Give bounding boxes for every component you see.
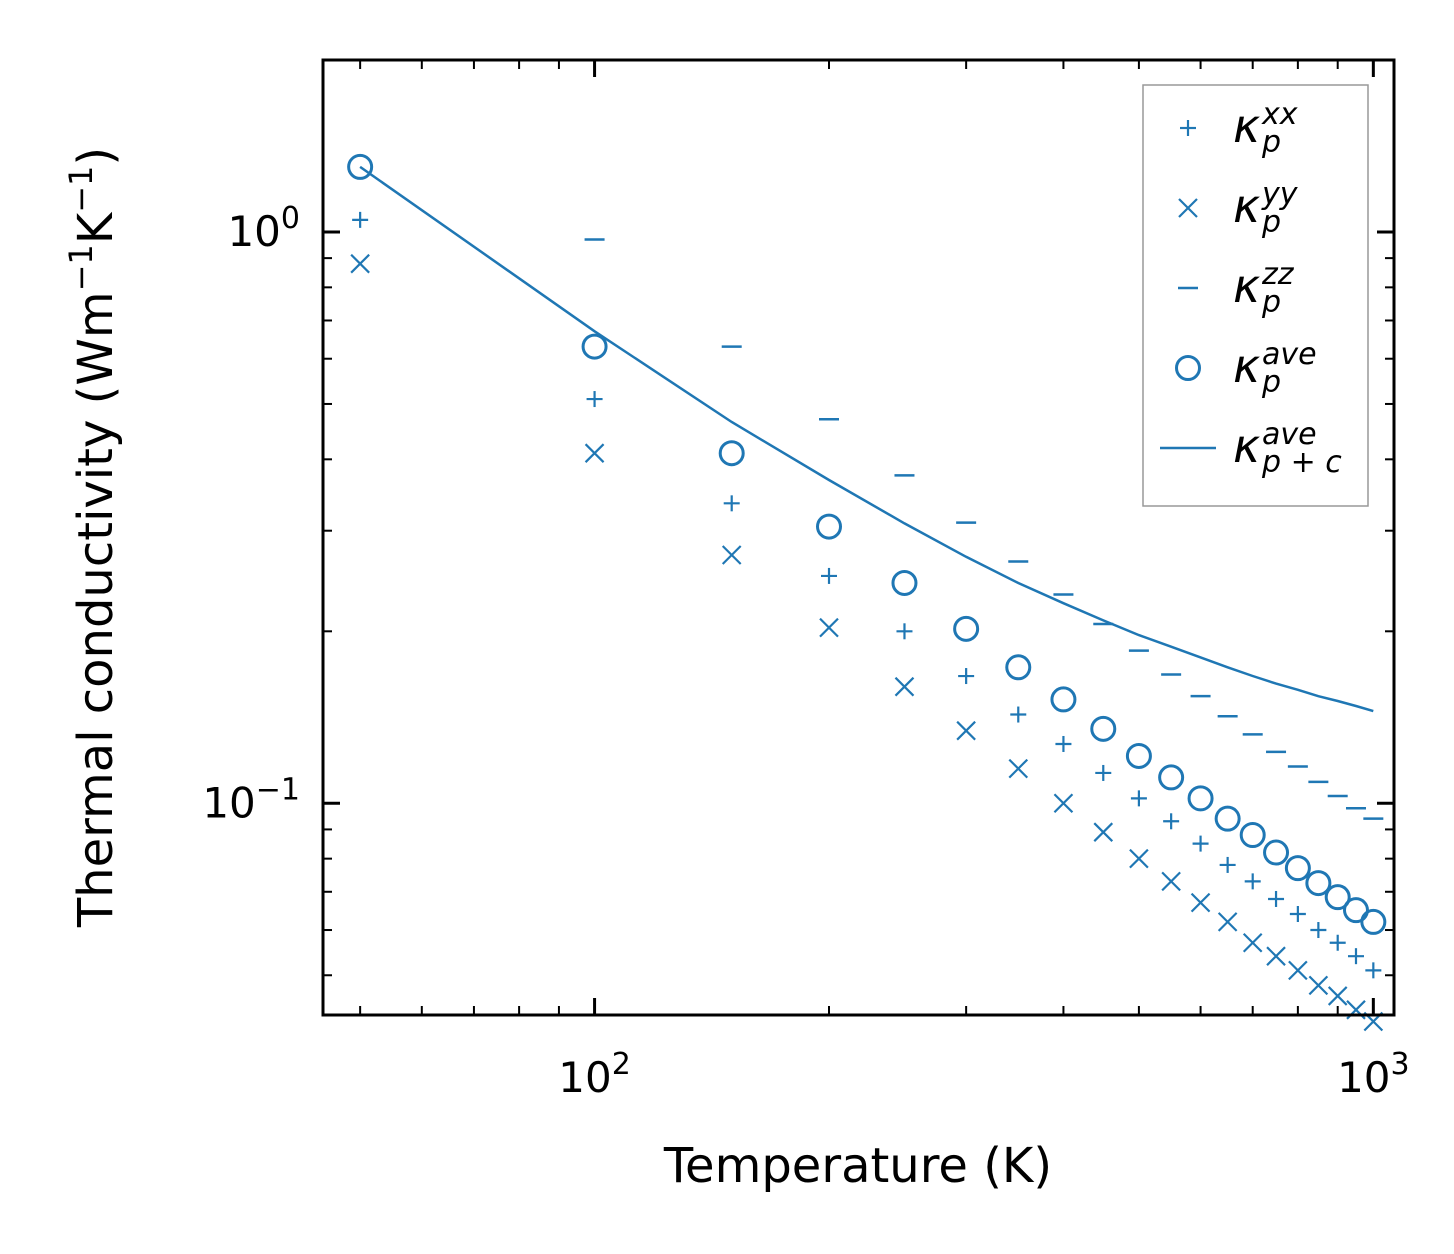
legend-label: κave p + c (1233, 417, 1342, 480)
data-point (723, 495, 740, 512)
tick-labels: 102 103 100 10−1 (202, 201, 1409, 1102)
data-point (1244, 873, 1261, 890)
data-point (586, 391, 603, 408)
legend-marker-x (1178, 198, 1198, 218)
data-point (1053, 793, 1074, 814)
legend-marker-circle (1175, 355, 1201, 381)
data-point (350, 253, 370, 274)
legend-label: κyy p (1233, 177, 1299, 240)
data-point (1129, 848, 1149, 869)
data-point (1190, 892, 1211, 913)
data-point (821, 567, 838, 584)
legend-label: κave p (1233, 337, 1317, 400)
data-point (1288, 960, 1308, 981)
data-point (1266, 946, 1286, 966)
data-point (958, 668, 975, 685)
data-point (1214, 805, 1241, 832)
data-point (347, 153, 374, 180)
data-point (721, 545, 742, 565)
data-point (581, 333, 608, 360)
data-point (1219, 856, 1236, 873)
data-point (1090, 715, 1117, 742)
y-tick-label: 10−1 (202, 772, 300, 827)
data-point (816, 513, 843, 540)
data-point (1158, 764, 1185, 791)
data-point (1242, 932, 1263, 953)
data-point (1010, 706, 1027, 723)
series-x (350, 253, 1384, 1032)
series-layer (347, 58, 1387, 1032)
legend-label: κxx p (1233, 97, 1298, 160)
data-point (1093, 822, 1114, 842)
data-point (891, 569, 918, 596)
data-point (1055, 735, 1072, 752)
data-point (1239, 821, 1266, 848)
data-point (1284, 855, 1311, 882)
x-axis-label: Temperature (K) (663, 1138, 1052, 1194)
data-point (1308, 975, 1329, 996)
x-tick-label: 103 (1337, 1047, 1410, 1102)
data-point (956, 720, 976, 741)
plot-frame (321, 58, 1396, 1017)
data-point (1125, 742, 1152, 769)
data-point (1217, 912, 1238, 932)
data-point (1263, 839, 1290, 866)
legend-marker-plus (1180, 120, 1196, 136)
major-ticks (323, 60, 1394, 1015)
data-point (953, 615, 980, 642)
x-tick-label: 102 (558, 1047, 631, 1102)
data-point (1347, 948, 1364, 965)
data-point (1050, 686, 1077, 713)
data-point (1008, 758, 1029, 779)
data-point (1327, 986, 1348, 1006)
data-point (584, 443, 605, 463)
y-tick-label: 100 (227, 201, 300, 256)
data-point (896, 623, 913, 640)
data-point (1161, 871, 1181, 892)
data-point (1005, 654, 1032, 681)
series-line (359, 165, 1374, 713)
series-line (359, 165, 1374, 713)
data-point (819, 617, 839, 638)
data-point (1365, 962, 1382, 979)
data-point (1324, 884, 1351, 911)
data-point (1310, 922, 1327, 939)
legend-label: κzz p (1233, 257, 1295, 320)
data-point (352, 211, 369, 228)
data-point (1360, 908, 1387, 935)
series-plus (352, 211, 1382, 979)
data-point (1342, 897, 1369, 924)
series-circle (347, 153, 1387, 935)
data-point (1192, 835, 1209, 852)
data-point (718, 440, 745, 467)
y-axis-label: Thermal conductivity (Wm−1K−1) (62, 147, 124, 928)
data-point (1289, 906, 1306, 923)
data-point (1329, 934, 1346, 951)
data-point (1163, 813, 1180, 830)
data-point (1130, 790, 1147, 807)
data-point (1095, 764, 1112, 781)
data-point (1268, 890, 1285, 907)
legend-box (1142, 84, 1369, 507)
data-point (1187, 785, 1214, 812)
data-point (894, 676, 915, 697)
data-point (1305, 870, 1332, 897)
legend: κxx p κyy p κzz p κave p κave p + c (1142, 84, 1369, 507)
